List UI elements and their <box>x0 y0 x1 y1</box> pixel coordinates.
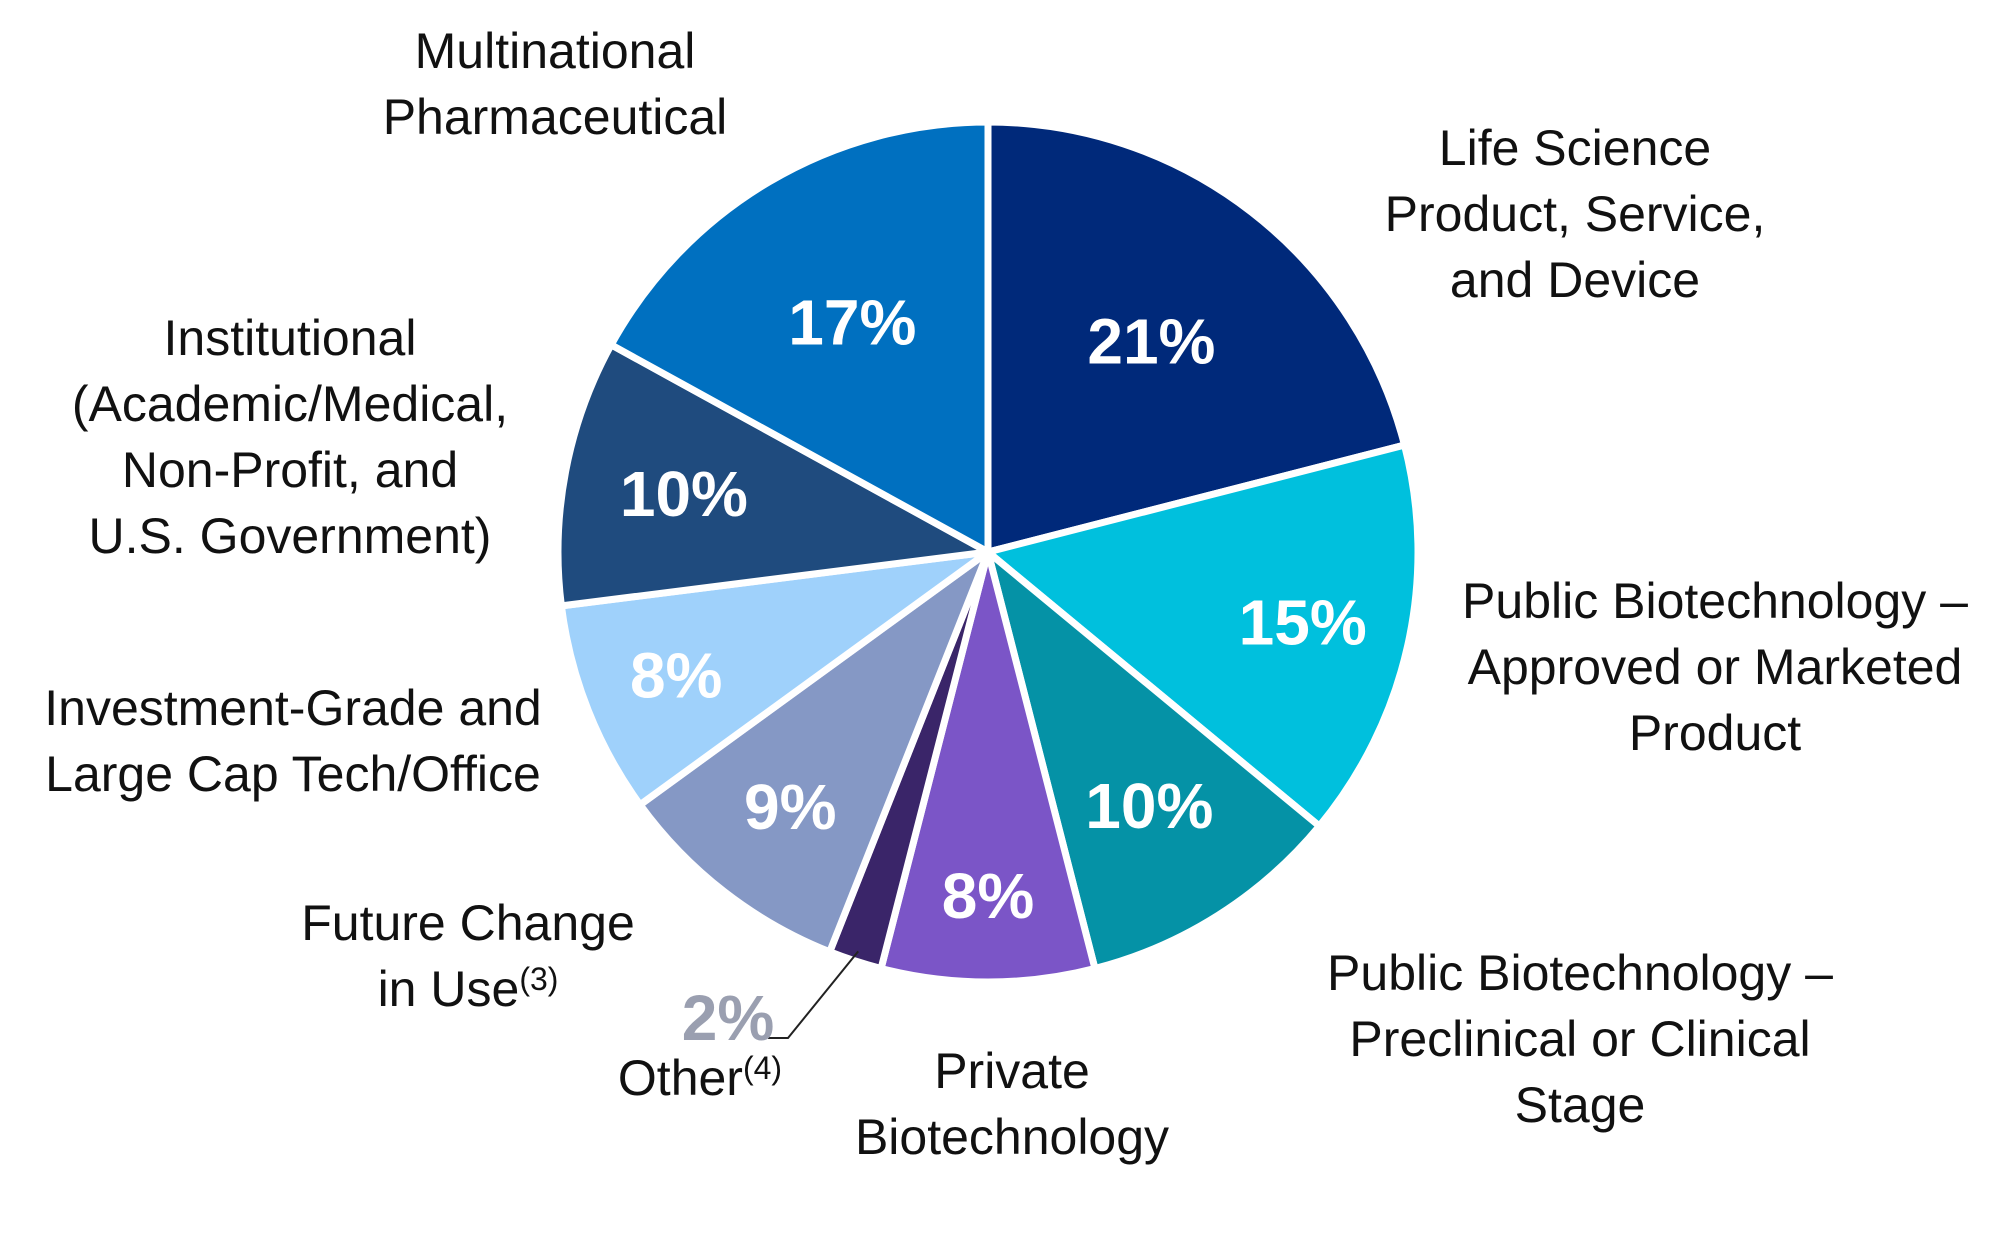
category-label-2: Public Biotechnology – Approved or Market… <box>1462 573 1968 761</box>
category-label-3: Public Biotechnology – Preclinical or Cli… <box>1327 945 1833 1133</box>
footnote-superscript: (4) <box>743 1050 782 1086</box>
pie-slice-8 <box>554 341 992 610</box>
category-label-line: (Academic/Medical, <box>72 376 508 432</box>
pie-slice-1 <box>984 118 1408 556</box>
pie-slice-2 <box>984 441 1422 830</box>
category-label-line: Non-Profit, and <box>122 442 458 498</box>
category-label-7: Investment-Grade and Large Cap Tech/Offic… <box>44 680 542 802</box>
pie-slices <box>554 118 1422 986</box>
category-label-line: U.S. Government) <box>89 508 492 564</box>
percent-labels: 21% 15% 10% 8% 2% 9% 8% 10% 17% <box>620 287 1367 1055</box>
category-label-4: Private Biotechnology <box>855 1043 1169 1165</box>
category-label-line: Institutional <box>164 310 417 366</box>
percent-label-6: 9% <box>744 771 837 843</box>
category-label-line: Product, Service, <box>1385 186 1766 242</box>
category-label-6: Future Change in Use(3) <box>301 895 635 1017</box>
category-label-9: Multinational Pharmaceutical <box>383 23 728 145</box>
category-label-line: Stage <box>1515 1077 1646 1133</box>
percent-label-3: 10% <box>1085 770 1213 842</box>
category-label-line: Large Cap Tech/Office <box>45 746 541 802</box>
pie-slice-6 <box>636 548 992 956</box>
category-label-line: Public Biotechnology – <box>1462 573 1968 629</box>
leader-line-5 <box>768 950 859 1039</box>
category-label-line: Other <box>618 1050 743 1106</box>
category-label-line: Life Science <box>1439 120 1711 176</box>
category-label-line: Investment-Grade and <box>44 680 542 736</box>
category-label-line: Public Biotechnology – <box>1327 945 1833 1001</box>
category-label-line: Product <box>1629 705 1801 761</box>
pie-slice-7 <box>557 548 992 809</box>
percent-label-9: 17% <box>788 287 916 359</box>
category-label-1: Life Science Product, Service, and Device <box>1385 120 1766 308</box>
percent-label-2: 15% <box>1239 586 1367 658</box>
category-label-line: Pharmaceutical <box>383 89 728 145</box>
category-label-line: Preclinical or Clinical <box>1349 1011 1810 1067</box>
leader-lines <box>768 950 859 1039</box>
pie-slice-9 <box>607 118 992 556</box>
category-label-line: and Device <box>1450 252 1700 308</box>
percent-label-5: 2% <box>682 982 775 1054</box>
pie-slice-4 <box>877 548 1099 986</box>
category-labels: Life Science Product, Service, and Device P… <box>44 23 1968 1165</box>
category-label-line: Biotechnology <box>855 1109 1169 1165</box>
percent-label-4: 8% <box>942 860 1035 932</box>
percent-label-1: 21% <box>1087 305 1215 377</box>
percent-label-7: 8% <box>630 640 723 712</box>
category-label-line: Multinational <box>415 23 696 79</box>
category-label-8: Institutional (Academic/Medical, Non-Profi… <box>72 310 508 564</box>
category-label-line: Private <box>934 1043 1090 1099</box>
category-label-line: Approved or Marketed <box>1468 639 1963 695</box>
percent-label-8: 10% <box>620 458 748 530</box>
footnote-superscript: (3) <box>519 961 558 997</box>
category-label-5: Other(4) <box>618 1050 782 1106</box>
category-label-line: Future Change <box>301 895 635 951</box>
category-label-line: in Use <box>378 961 520 1017</box>
